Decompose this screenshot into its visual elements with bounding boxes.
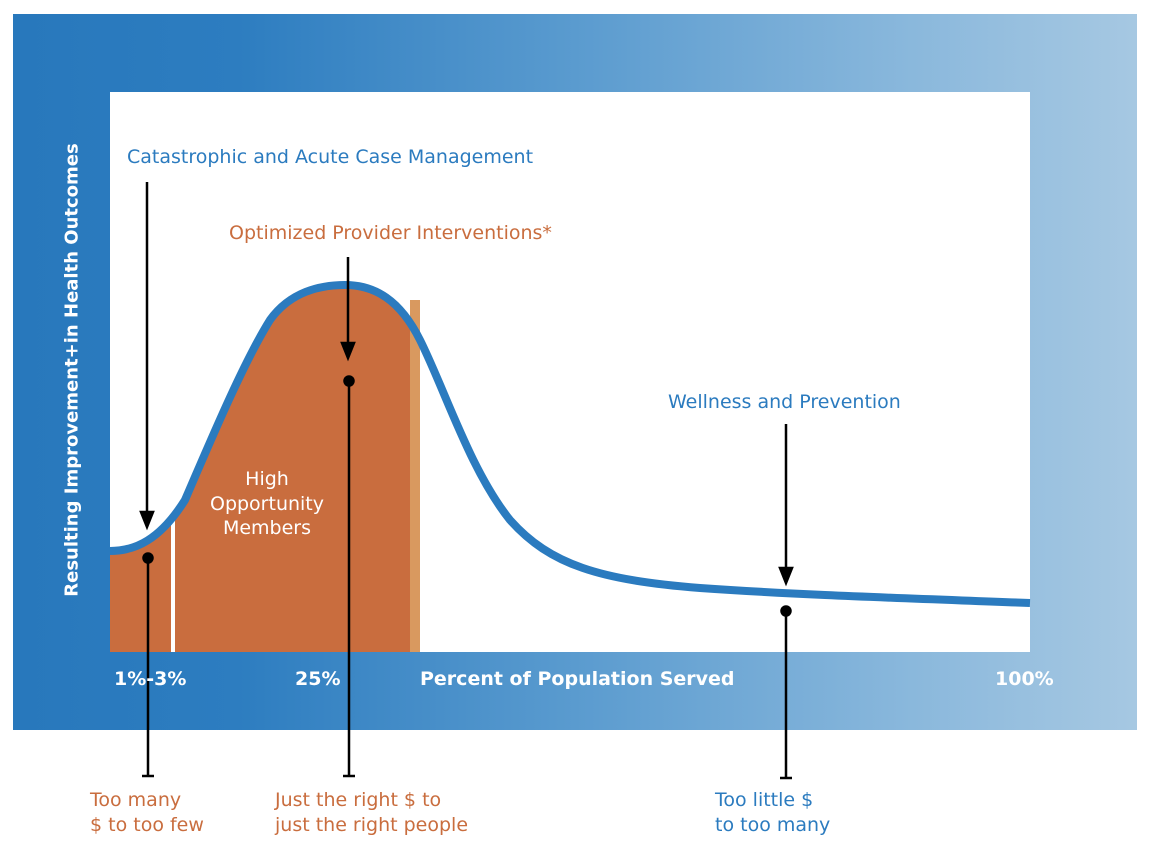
label-too-many: Too many $ to too few bbox=[90, 788, 204, 837]
arrowhead bbox=[139, 510, 155, 531]
label-line: Too little $ bbox=[715, 789, 814, 811]
label-line: to too many bbox=[715, 813, 831, 836]
dot-marker bbox=[343, 375, 355, 387]
dot-marker bbox=[142, 552, 154, 564]
label-line: Opportunity bbox=[209, 492, 325, 515]
high-opportunity-fill bbox=[110, 285, 420, 652]
segment-divider bbox=[171, 480, 175, 652]
fill-edge-strip bbox=[410, 300, 420, 652]
label-line: $ to too few bbox=[90, 813, 204, 836]
label-high-opportunity: High Opportunity Members bbox=[210, 467, 324, 541]
label-line: Too many bbox=[90, 789, 182, 811]
outcome-curve bbox=[109, 280, 1031, 607]
y-axis-label: Resulting Improvement+in Health Outcomes bbox=[61, 143, 83, 597]
dot-marker bbox=[780, 605, 792, 617]
x-axis-label: Percent of Population Served bbox=[420, 668, 735, 690]
arrowhead bbox=[340, 341, 356, 362]
arrowhead bbox=[778, 566, 794, 587]
x-tick-1-3: 1%-3% bbox=[114, 668, 187, 690]
label-optimized: Optimized Provider Interventions* bbox=[229, 222, 552, 244]
label-just-right: Just the right $ to just the right peopl… bbox=[275, 788, 468, 837]
label-line: just the right people bbox=[275, 813, 469, 836]
label-catastrophic: Catastrophic and Acute Case Management bbox=[127, 146, 534, 168]
label-line: Just the right $ to bbox=[275, 789, 442, 811]
label-wellness: Wellness and Prevention bbox=[668, 391, 901, 413]
x-tick-100: 100% bbox=[995, 668, 1054, 690]
x-tick-25: 25% bbox=[295, 668, 341, 690]
label-too-little: Too little $ to too many bbox=[715, 788, 830, 837]
label-line: Members bbox=[222, 517, 312, 540]
label-line: High bbox=[245, 468, 289, 490]
